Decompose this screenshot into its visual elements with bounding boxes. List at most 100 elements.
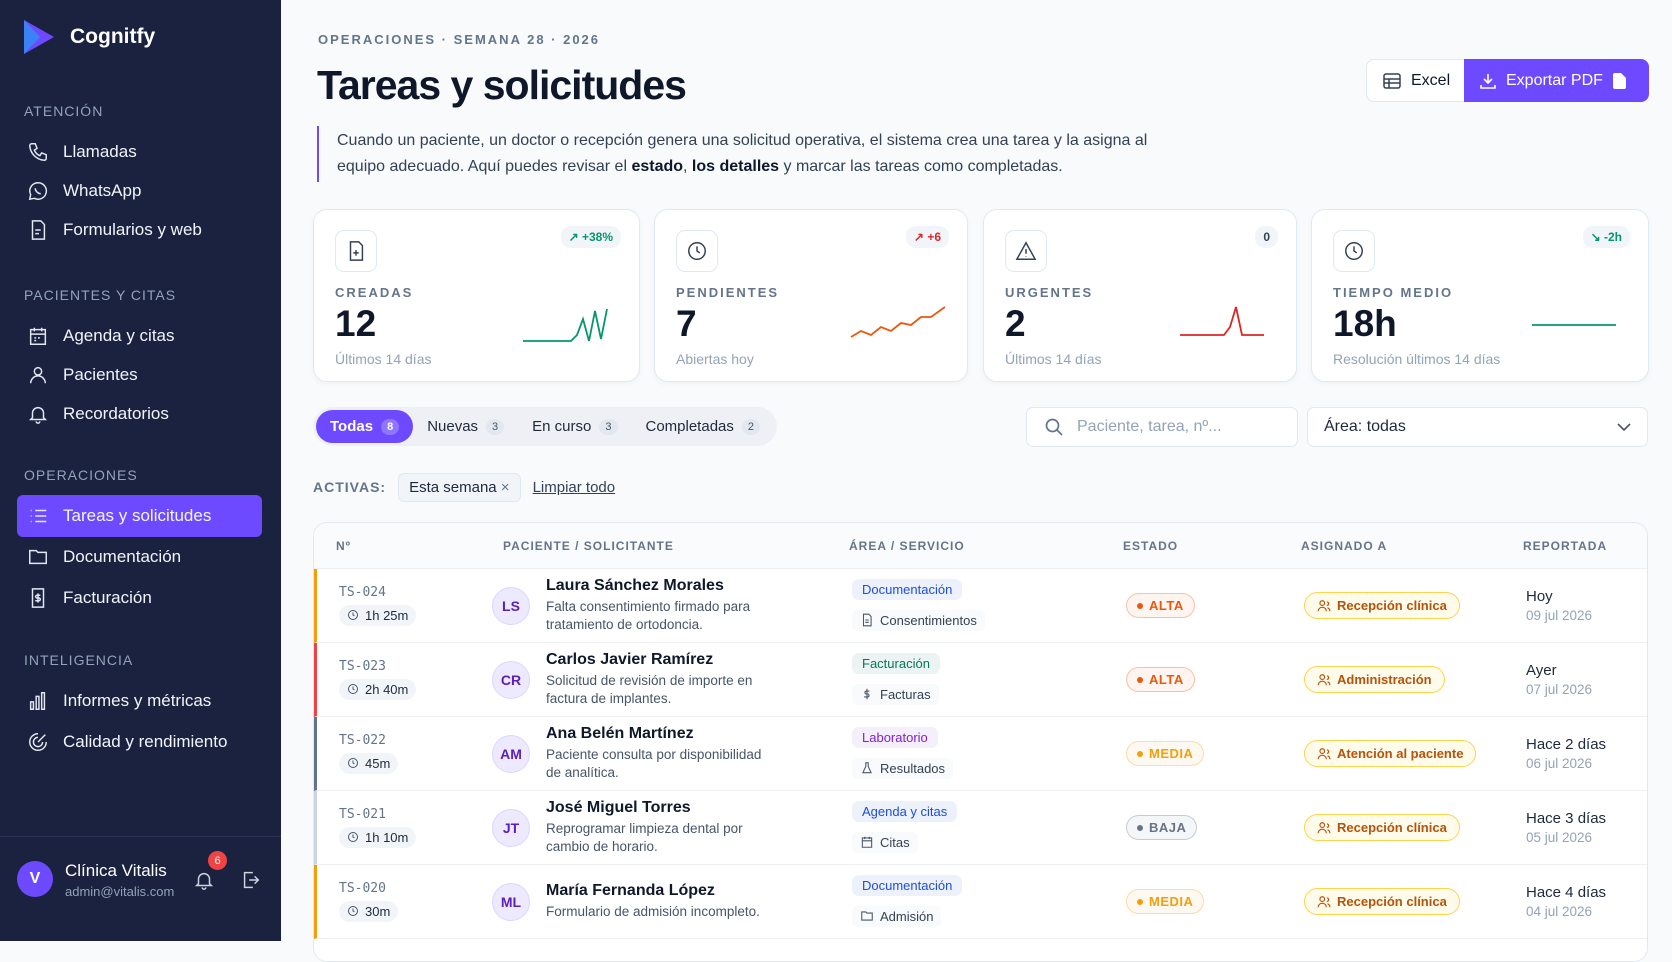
kpi-delta: ↘ -2h: [1583, 226, 1630, 248]
bell-icon[interactable]: [193, 869, 215, 891]
nav-item-label: Agenda y citas: [63, 326, 175, 346]
reported-date: 06 jul 2026: [1526, 756, 1648, 771]
nav-item[interactable]: Formularios y web: [17, 209, 262, 251]
assignee-label: Recepción clínica: [1337, 894, 1447, 909]
nav-item[interactable]: Documentación: [17, 536, 262, 578]
area-select[interactable]: Área: todas: [1307, 407, 1648, 447]
cell-id: TS-024 1h 25m: [339, 585, 506, 627]
chip-remove-icon[interactable]: ×: [501, 479, 510, 496]
eyebrow: OPERACIONES · SEMANA 28 · 2026: [318, 32, 600, 47]
description-text: ,: [683, 158, 692, 175]
description: Cuando un paciente, un doctor o recepció…: [317, 126, 1177, 182]
active-filters: ACTIVAS: Esta semana × Limpiar todo: [313, 472, 615, 502]
logo[interactable]: Cognitfy: [22, 18, 155, 56]
column-header: ÁREA / SERVICIO: [849, 539, 1123, 553]
icon: [27, 364, 49, 386]
elapsed-pill: 1h 25m: [339, 605, 416, 626]
nav-item[interactable]: Llamadas: [17, 131, 262, 173]
nav-item[interactable]: Facturación: [17, 577, 262, 619]
filter-chip[interactable]: Esta semana ×: [398, 473, 520, 502]
service-tag: Facturas: [852, 684, 939, 705]
elapsed-time: 45m: [365, 756, 390, 771]
tab-count: 3: [599, 419, 617, 435]
icon: [27, 180, 49, 202]
logout-icon[interactable]: [240, 869, 262, 891]
priority-dot: [1137, 603, 1143, 609]
download-icon: [1480, 73, 1496, 89]
clock-icon: [347, 757, 359, 769]
active-filters-label: ACTIVAS:: [313, 479, 386, 495]
icon: [27, 403, 49, 425]
nav-item[interactable]: Pacientes: [17, 354, 262, 396]
column-header: ASIGNADO A: [1301, 539, 1523, 553]
nav-item[interactable]: Tareas y solicitudes: [17, 495, 262, 537]
search-input[interactable]: Paciente, tarea, nº...: [1026, 407, 1298, 447]
export-pdf-button[interactable]: Exportar PDF: [1464, 59, 1649, 102]
area-badge: Agenda y citas: [852, 801, 957, 822]
patient-avatar: CR: [492, 661, 530, 699]
page-title: Tareas y solicitudes: [317, 62, 686, 109]
reported-date: 09 jul 2026: [1526, 608, 1648, 623]
service-label: Citas: [880, 835, 910, 850]
nav-item[interactable]: Recordatorios: [17, 393, 262, 435]
nav-item[interactable]: Calidad y rendimiento: [17, 721, 262, 763]
table-icon: [1383, 73, 1401, 89]
reported-date: 04 jul 2026: [1526, 904, 1648, 919]
area-badge: Documentación: [852, 579, 962, 600]
cell-status: ALTA: [1126, 667, 1304, 692]
nav-item[interactable]: Agenda y citas: [17, 315, 262, 357]
page: Tareas y solicitudes { "brand": "Cognitf…: [0, 0, 1672, 941]
column-header: Nº: [336, 539, 503, 553]
service-label: Consentimientos: [880, 613, 977, 628]
elapsed-pill: 1h 10m: [339, 827, 416, 848]
priority-pill: ALTA: [1126, 667, 1195, 692]
task-detail: Formulario de admisión incompleto.: [546, 903, 760, 921]
assignee-label: Administración: [1337, 672, 1432, 687]
patient-name: Laura Sánchez Morales: [546, 577, 778, 595]
cell-assignee: Recepción clínica: [1304, 888, 1526, 915]
priority-label: MEDIA: [1149, 746, 1193, 761]
elapsed-pill: 45m: [339, 753, 398, 774]
task-id: TS-024: [339, 585, 506, 600]
nav-item-label: Documentación: [63, 547, 181, 567]
search-placeholder: Paciente, tarea, nº...: [1077, 418, 1222, 436]
patient-avatar: AM: [492, 735, 530, 773]
cell-status: BAJA: [1126, 815, 1304, 840]
kpi-label: TIEMPO MEDIO: [1333, 285, 1453, 300]
team-icon: [1317, 747, 1331, 761]
nav-item[interactable]: WhatsApp: [17, 170, 262, 212]
patient-avatar: ML: [492, 883, 530, 921]
team-icon: [1317, 821, 1331, 835]
description-bold: estado: [631, 158, 683, 175]
area-badge: Documentación: [852, 875, 962, 896]
clear-filters-link[interactable]: Limpiar todo: [533, 479, 616, 496]
button-label: Excel: [1411, 72, 1450, 90]
elapsed-time: 2h 40m: [365, 682, 408, 697]
reported-relative: Hace 3 días: [1526, 810, 1648, 827]
service-icon: [860, 761, 874, 775]
assignee-pill: Recepción clínica: [1304, 592, 1460, 619]
trend-arrow: ↗: [914, 230, 927, 244]
patient-name: Ana Belén Martínez: [546, 725, 778, 743]
team-icon: [1317, 895, 1331, 909]
cell-status: MEDIA: [1126, 741, 1304, 766]
nav-item[interactable]: Informes y métricas: [17, 680, 262, 722]
excel-button[interactable]: Excel: [1366, 59, 1467, 102]
